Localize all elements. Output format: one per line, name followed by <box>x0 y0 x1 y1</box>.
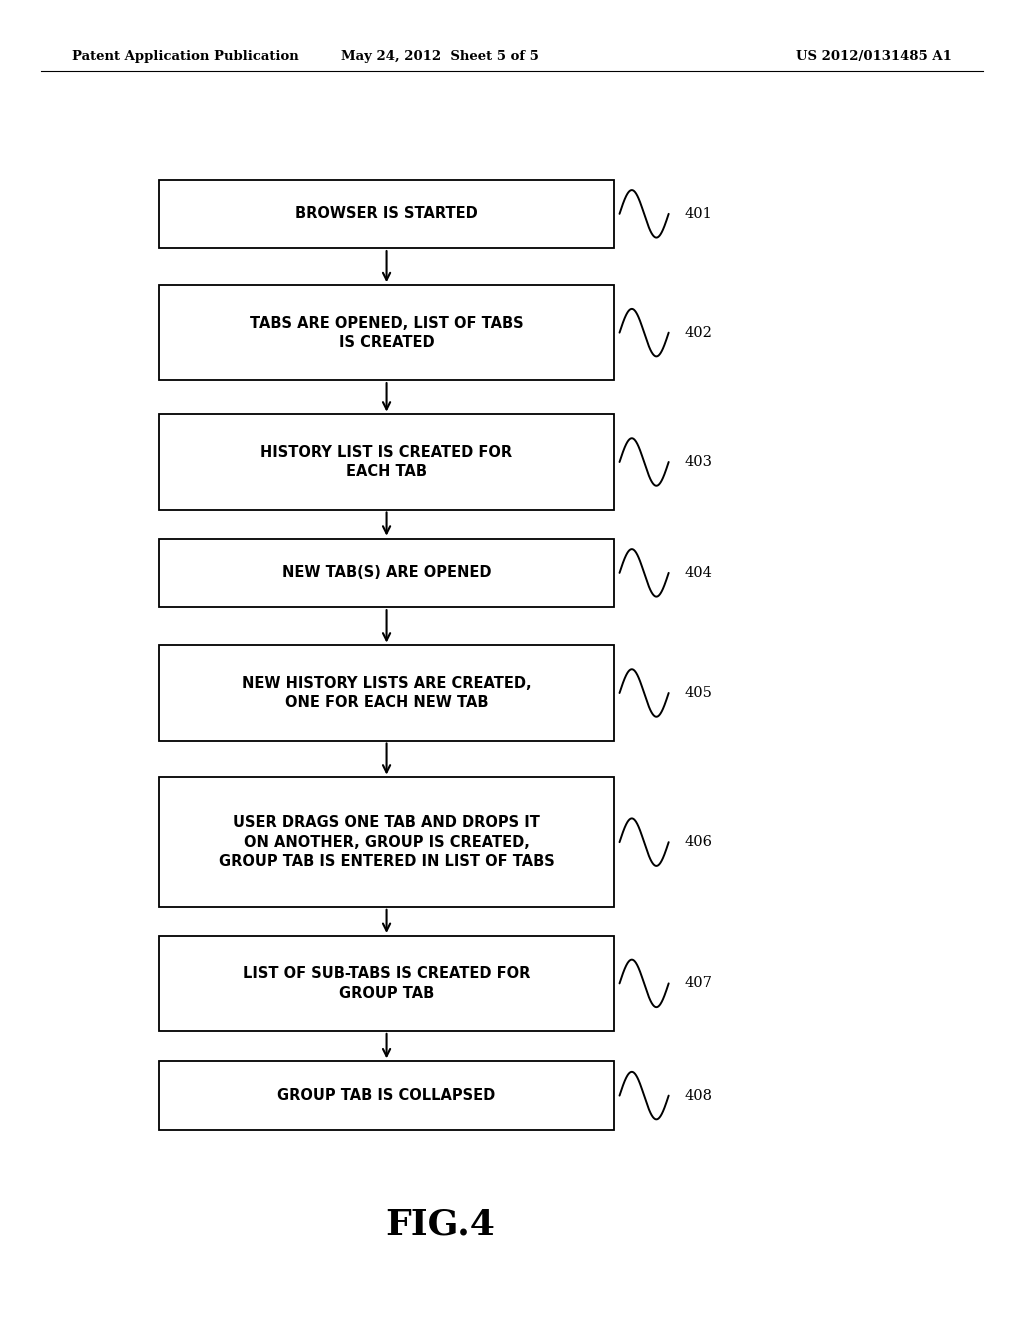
FancyBboxPatch shape <box>159 777 614 907</box>
Text: 405: 405 <box>684 686 712 700</box>
Text: US 2012/0131485 A1: US 2012/0131485 A1 <box>797 50 952 63</box>
Text: 403: 403 <box>684 455 712 469</box>
Text: LIST OF SUB-TABS IS CREATED FOR
GROUP TAB: LIST OF SUB-TABS IS CREATED FOR GROUP TA… <box>243 966 530 1001</box>
Text: GROUP TAB IS COLLAPSED: GROUP TAB IS COLLAPSED <box>278 1088 496 1104</box>
Text: HISTORY LIST IS CREATED FOR
EACH TAB: HISTORY LIST IS CREATED FOR EACH TAB <box>260 445 513 479</box>
Text: TABS ARE OPENED, LIST OF TABS
IS CREATED: TABS ARE OPENED, LIST OF TABS IS CREATED <box>250 315 523 350</box>
Text: 408: 408 <box>684 1089 712 1102</box>
FancyBboxPatch shape <box>159 645 614 741</box>
FancyBboxPatch shape <box>159 414 614 510</box>
Text: Patent Application Publication: Patent Application Publication <box>72 50 298 63</box>
Text: 406: 406 <box>684 836 712 849</box>
Text: BROWSER IS STARTED: BROWSER IS STARTED <box>295 206 478 222</box>
FancyBboxPatch shape <box>159 936 614 1031</box>
Text: FIG.4: FIG.4 <box>385 1208 496 1242</box>
FancyBboxPatch shape <box>159 1061 614 1130</box>
Text: NEW TAB(S) ARE OPENED: NEW TAB(S) ARE OPENED <box>282 565 492 581</box>
Text: May 24, 2012  Sheet 5 of 5: May 24, 2012 Sheet 5 of 5 <box>341 50 540 63</box>
FancyBboxPatch shape <box>159 285 614 380</box>
Text: 407: 407 <box>684 977 712 990</box>
FancyBboxPatch shape <box>159 539 614 607</box>
Text: NEW HISTORY LISTS ARE CREATED,
ONE FOR EACH NEW TAB: NEW HISTORY LISTS ARE CREATED, ONE FOR E… <box>242 676 531 710</box>
FancyBboxPatch shape <box>159 180 614 248</box>
Text: USER DRAGS ONE TAB AND DROPS IT
ON ANOTHER, GROUP IS CREATED,
GROUP TAB IS ENTER: USER DRAGS ONE TAB AND DROPS IT ON ANOTH… <box>219 816 554 869</box>
Text: 404: 404 <box>684 566 712 579</box>
Text: 401: 401 <box>684 207 712 220</box>
Text: 402: 402 <box>684 326 712 339</box>
